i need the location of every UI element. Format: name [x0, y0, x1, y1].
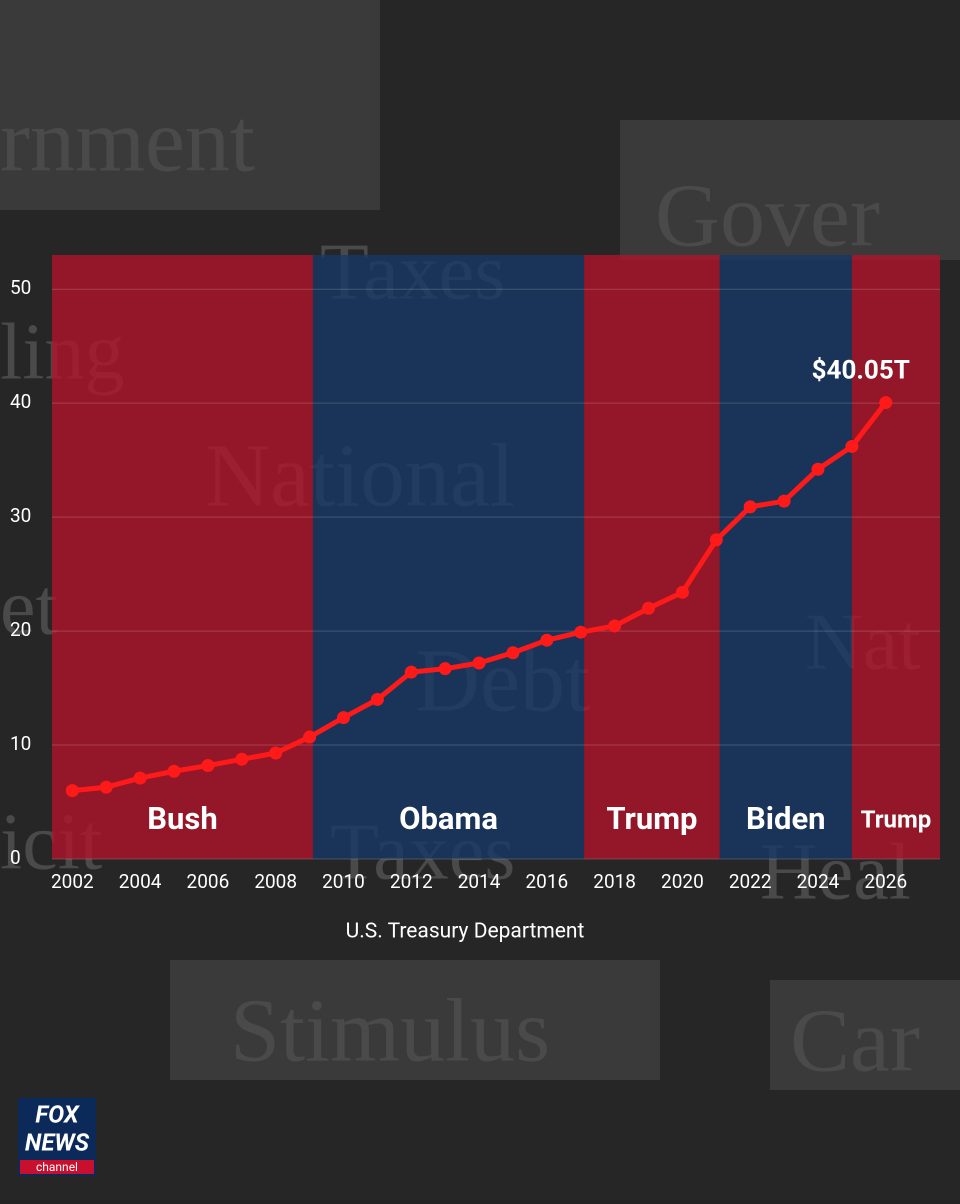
data-point	[879, 396, 893, 410]
plot: 0 10 20 30 40 50 2002 2004 2006 2008 2010 2012 2014 2…	[10, 276, 940, 893]
data-point	[608, 619, 622, 633]
period-label: Trump	[606, 800, 697, 837]
background-word: Stimulus	[230, 982, 550, 1081]
paper-scrap	[0, 0, 380, 210]
x-tick-label: 2022	[729, 870, 772, 893]
logo-strip	[20, 1160, 94, 1174]
x-tick-label: 2008	[254, 870, 297, 893]
y-tick-label: 30	[10, 504, 31, 527]
data-point	[269, 746, 283, 760]
paper-scrap	[620, 120, 960, 260]
period-band	[584, 255, 720, 859]
period-band	[851, 255, 940, 859]
logo: FOX NEWS channel	[18, 1098, 96, 1176]
y-tick-label: 0	[10, 846, 21, 869]
x-tick-label: 2026	[864, 870, 907, 893]
data-point	[540, 633, 554, 647]
period-label: Obama	[399, 800, 498, 837]
x-tick-label: 2010	[322, 870, 365, 893]
data-point	[777, 494, 791, 508]
y-tick-label: 50	[10, 276, 31, 299]
period-label: Trump	[861, 805, 932, 833]
data-point	[167, 764, 181, 778]
x-tick-label: 2024	[797, 870, 840, 893]
data-point	[404, 665, 418, 679]
x-tick-label: 2016	[525, 870, 568, 893]
period-band	[52, 255, 313, 859]
data-point	[709, 533, 723, 547]
data-point	[574, 625, 588, 639]
y-tick-label: 40	[10, 390, 31, 413]
logo-text: NEWS	[25, 1128, 90, 1156]
period-band	[312, 255, 585, 859]
background-word: rnment	[0, 92, 255, 191]
x-tick-label: 2004	[119, 870, 162, 893]
data-point	[642, 601, 656, 615]
period-label: Biden	[746, 800, 826, 837]
data-point	[506, 646, 520, 660]
value-label: $40.05T	[812, 355, 910, 385]
background-word: et	[0, 563, 58, 651]
data-point	[743, 500, 757, 514]
data-point	[133, 771, 147, 785]
paper-scrap	[170, 960, 660, 1080]
x-tick-label: 2012	[390, 870, 433, 893]
y-tick-label: 10	[10, 732, 31, 755]
x-tick-label: 2014	[458, 870, 501, 893]
x-tick-label: 2020	[661, 870, 704, 893]
data-point	[472, 656, 486, 670]
data-point	[65, 784, 79, 798]
data-point	[438, 662, 452, 676]
period-band	[719, 255, 852, 859]
data-point	[336, 711, 350, 725]
background-word: Gover	[655, 167, 880, 266]
x-tick-label: 2006	[187, 870, 230, 893]
data-point	[201, 759, 215, 773]
period-label: Bush	[147, 800, 217, 837]
background-word: Car	[790, 992, 920, 1091]
data-point	[675, 585, 689, 599]
data-point	[845, 439, 859, 453]
data-point	[235, 752, 249, 766]
data-point	[811, 462, 825, 476]
paper-scrap	[770, 980, 960, 1090]
data-point	[303, 730, 317, 744]
data-point	[370, 692, 384, 706]
logo-text: FOX	[35, 1100, 81, 1128]
logo-text: channel	[36, 1160, 78, 1174]
x-tick-label: 2018	[593, 870, 636, 893]
period-bands: Bush Obama Trump Biden Trump	[52, 255, 940, 859]
y-tick-label: 20	[10, 618, 31, 641]
data-point	[99, 780, 113, 794]
source: U.S. Treasury Department	[346, 920, 585, 944]
x-tick-label: 2002	[51, 870, 94, 893]
